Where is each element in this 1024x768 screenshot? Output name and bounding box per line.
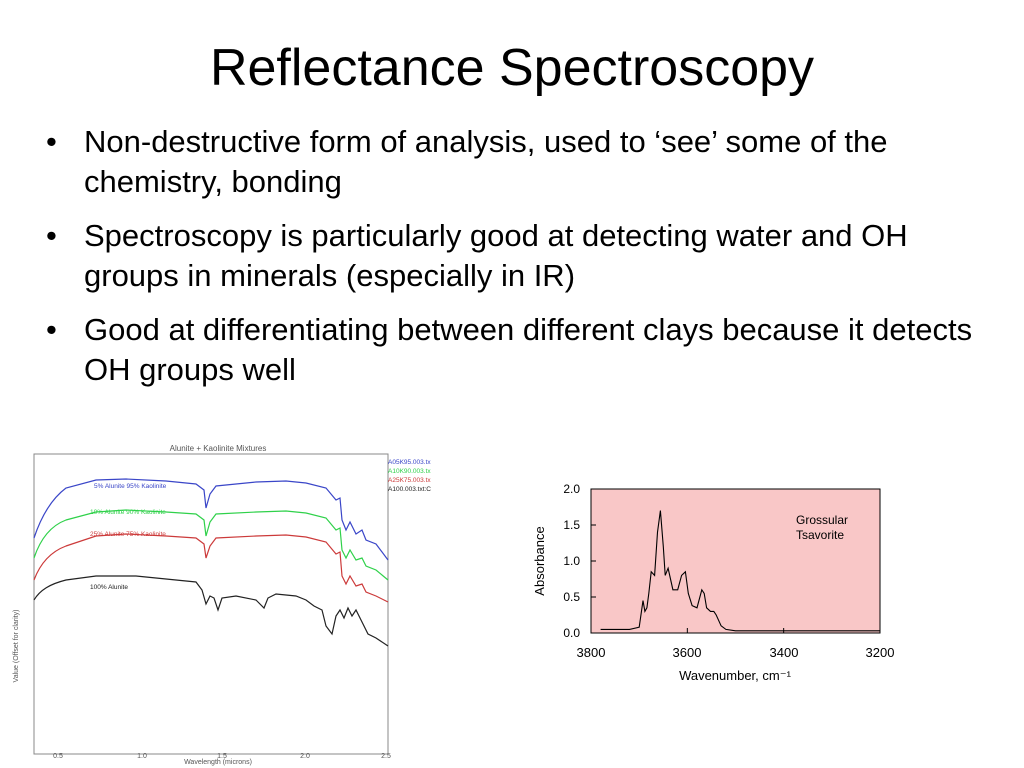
y-axis-label: Value (Offset for clarity): [13, 610, 20, 683]
y-tick-label: 2.0: [563, 482, 580, 496]
bullet-text: Good at differentiating between differen…: [84, 312, 973, 387]
x-tick-label: 3400: [770, 645, 799, 660]
plot-frame: [33, 453, 389, 755]
bullet-text: Spectroscopy is particularly good at det…: [84, 218, 908, 293]
legend-entry: A100.003.txt:C: [388, 486, 431, 493]
bullet-dot: •: [46, 124, 57, 159]
legend-entry: A25K75.003.tx: [388, 477, 431, 484]
legend-entry: A10K90.003.tx: [388, 468, 431, 475]
y-tick-label: 0.0: [563, 626, 580, 640]
series-label: 100% Alunite: [90, 584, 128, 591]
series-line-blue: [33, 478, 389, 561]
x-tick-label: 0.5: [53, 753, 63, 760]
x-tick-label: 3800: [577, 645, 606, 660]
series-line-black: [33, 575, 389, 647]
x-axis-label: Wavelength (microns): [184, 759, 252, 766]
legend-entry: A05K95.003.tx: [388, 459, 431, 466]
annotation-line-1: Grossular: [796, 513, 848, 527]
series-line-green: [33, 509, 389, 581]
x-tick-label: 2.0: [300, 753, 310, 760]
series-line-red: [33, 533, 389, 603]
series-label: 10% Alunite 90% Kaolinite: [90, 509, 166, 516]
series-label: 25% Alunite 75% Kaolinite: [90, 531, 166, 538]
x-tick-label: 3600: [673, 645, 702, 660]
bullet-dot: •: [46, 218, 57, 253]
bullet-item: • Good at differentiating between differe…: [44, 310, 1004, 390]
annotation-line-2: Tsavorite: [796, 528, 844, 542]
y-tick-label: 1.5: [563, 518, 580, 532]
bullet-dot: •: [46, 312, 57, 347]
plot-area: [590, 488, 881, 634]
y-tick-label: 0.5: [563, 590, 580, 604]
chart-title: Alunite + Kaolinite Mixtures: [170, 444, 267, 453]
x-tick-label: 1.5: [217, 753, 227, 760]
y-axis-label: Absorbance: [532, 526, 547, 595]
slide-title: Reflectance Spectroscopy: [209, 39, 815, 97]
x-tick-label: 1.0: [137, 753, 147, 760]
bullet-text: Non-destructive form of analysis, used t…: [84, 124, 888, 199]
bullet-item: • Spectroscopy is particularly good at de…: [44, 216, 1004, 296]
alunite-kaolinite-chart: Alunite + Kaolinite Mixtures Value (Offs…: [13, 444, 431, 766]
y-tick-label: 1.0: [563, 554, 580, 568]
x-axis-label: Wavenumber, cm⁻¹: [679, 668, 792, 683]
series-label: 5% Alunite 95% Kaolinite: [94, 483, 167, 490]
bullet-item: • Non-destructive form of analysis, used …: [44, 122, 1004, 202]
x-tick-label: 2.5: [381, 753, 391, 760]
absorbance-series-line: [600, 510, 880, 632]
x-tick-label: 3200: [866, 645, 895, 660]
absorbance-chart: Grossular Tsavorite 0.0 0.5 1.0 1.5 2.0 …: [532, 482, 895, 683]
bullet-list: • Non-destructive form of analysis, used …: [44, 122, 1004, 404]
